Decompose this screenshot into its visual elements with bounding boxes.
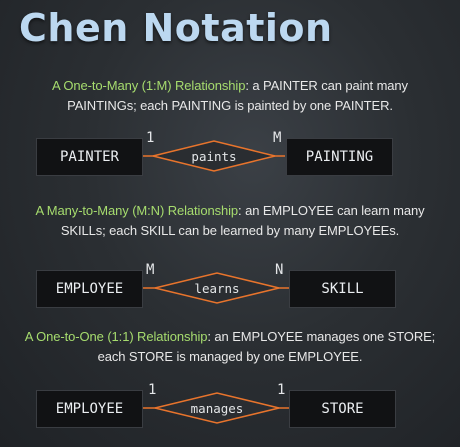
caption-line-2: SKILLs; each SKILL can be learned by man… (60, 223, 400, 238)
caption-one-to-many: A One-to-Many (1:M) Relationship: a PAIN… (0, 76, 460, 116)
cardinality-right: 1 (277, 382, 286, 398)
caption-line-2: PAINTINGs; each PAINTING is painted by o… (67, 98, 393, 113)
relationship-label: paints (191, 149, 237, 164)
caption-line-1: A One-to-One (1:1) Relationship: an EMPL… (0, 327, 460, 347)
relationship-label: learns (194, 281, 240, 296)
entity-employee: EMPLOYEE (36, 270, 143, 308)
diagram-one-to-one: EMPLOYEE STORE manages 1 1 (0, 382, 460, 432)
caption-many-to-many: A Many-to-Many (M:N) Relationship: an EM… (0, 201, 460, 241)
caption-lead: A One-to-One (1:1) Relationship (24, 329, 208, 344)
caption-line-1: A One-to-Many (1:M) Relationship: a PAIN… (0, 76, 460, 96)
caption-rest: : an EMPLOYEE can learn many (238, 203, 425, 218)
entity-painter: PAINTER (36, 138, 143, 176)
caption-rest: : a PAINTER can paint many (245, 78, 408, 93)
relationship-diamond (152, 140, 276, 172)
caption-line-1: A Many-to-Many (M:N) Relationship: an EM… (0, 201, 460, 221)
relationship-label: manages (190, 401, 244, 416)
diagram-one-to-many: PAINTER PAINTING paints 1 M (0, 130, 460, 180)
caption-line-2: each STORE is managed by one EMPLOYEE. (97, 349, 363, 364)
cardinality-right: N (275, 262, 284, 278)
diagram-many-to-many: EMPLOYEE SKILL learns M N (0, 262, 460, 312)
relationship-diamond (154, 272, 280, 304)
caption-one-to-one: A One-to-One (1:1) Relationship: an EMPL… (0, 327, 460, 367)
entity-employee: EMPLOYEE (36, 390, 143, 428)
relationship-connector (143, 392, 289, 424)
entity-store: STORE (289, 390, 396, 428)
relationship-connector (143, 140, 285, 172)
page-title: Chen Notation (19, 6, 333, 50)
caption-lead: A Many-to-Many (M:N) Relationship (35, 203, 239, 218)
entity-painting: PAINTING (286, 138, 393, 176)
caption-lead: A One-to-Many (1:M) Relationship (52, 78, 246, 93)
cardinality-left: M (146, 262, 155, 278)
caption-rest: : an EMPLOYEE manages one STORE; (207, 329, 436, 344)
relationship-connector (143, 272, 289, 304)
cardinality-right: M (273, 130, 282, 146)
entity-skill: SKILL (289, 270, 396, 308)
cardinality-left: 1 (146, 130, 155, 146)
relationship-diamond (154, 392, 280, 424)
cardinality-left: 1 (148, 382, 157, 398)
